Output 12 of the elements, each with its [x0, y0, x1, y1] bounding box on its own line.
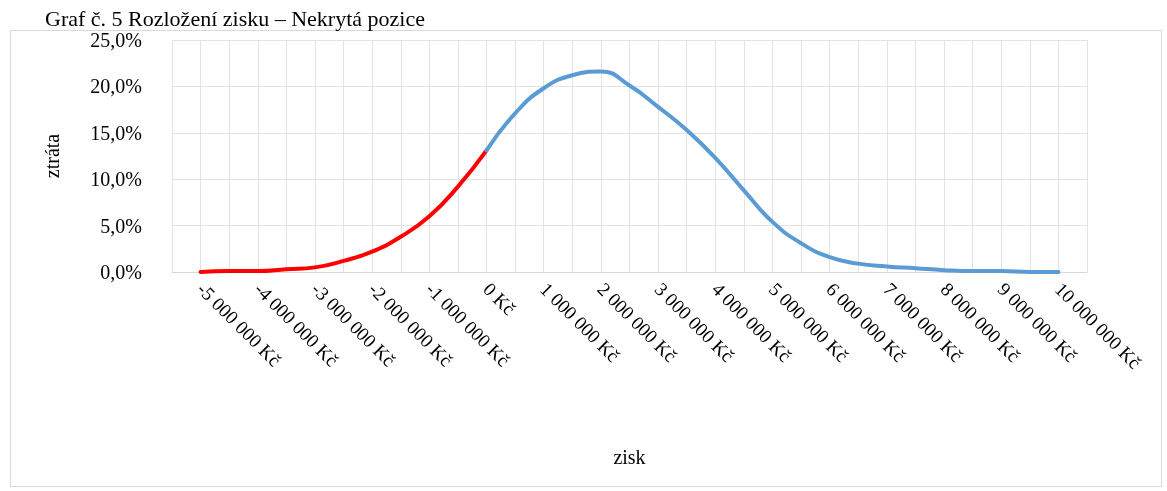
y-tick-label: 15,0%: [90, 121, 142, 144]
line-series: [198, 148, 489, 274]
y-tick-label: 0,0%: [100, 261, 142, 283]
y-axis-title: ztráta: [41, 133, 63, 179]
y-tick-label: 20,0%: [90, 75, 142, 98]
y-tick-label: 25,0%: [90, 29, 142, 51]
x-axis-title: zisk: [613, 446, 646, 468]
y-tick-label: 5,0%: [100, 214, 142, 237]
line-series: [484, 69, 1061, 274]
y-tick-label: 10,0%: [90, 168, 142, 191]
chart-title: Graf č. 5 Rozložení zisku – Nekrytá pozice: [45, 5, 425, 31]
x-tick-label: 0 Kč: [479, 278, 520, 320]
